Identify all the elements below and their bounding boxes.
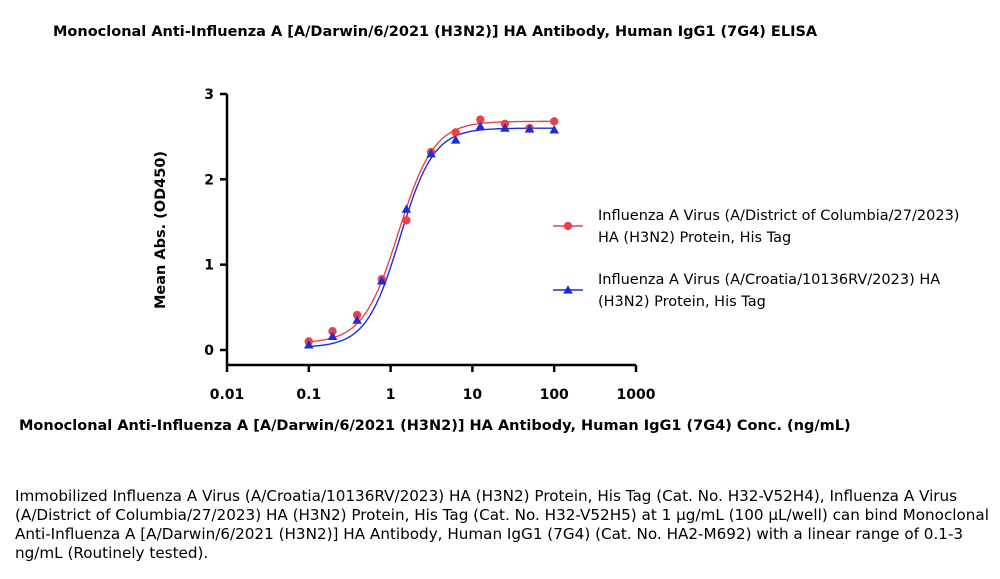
data-point-series-2 (376, 276, 387, 285)
legend-label: Influenza A Virus (A/District of Columbi… (598, 208, 959, 224)
legend-triangle-marker-icon (563, 285, 573, 294)
y-tick-label: 1 (204, 258, 214, 274)
data-point-series-1 (550, 117, 559, 126)
x-tick-label: 1000 (617, 387, 656, 403)
data-point-series-1 (476, 115, 485, 124)
chart-title: Monoclonal Anti-Influenza A [A/Darwin/6/… (53, 24, 818, 40)
fit-curve-series-2 (308, 127, 555, 348)
x-axis-label: Monoclonal Anti-Influenza A [A/Darwin/6/… (19, 418, 851, 434)
data-point-series-1 (402, 216, 411, 225)
figure-caption: Immobilized Influenza A Virus (A/Croatia… (15, 487, 989, 562)
x-tick-label: 1 (386, 387, 396, 403)
data-point-series-1 (328, 327, 337, 336)
x-tick-label: 10 (463, 387, 483, 403)
legend-entry-2: Influenza A Virus (A/Croatia/10136RV/202… (553, 272, 940, 310)
data-point-series-2 (450, 135, 461, 144)
data-points (304, 115, 559, 349)
legend-label: Influenza A Virus (A/Croatia/10136RV/202… (598, 272, 940, 288)
y-ticks: 0 1 2 3 (204, 87, 227, 359)
data-point-series-2 (352, 315, 362, 324)
legend-label: (H3N2) Protein, His Tag (598, 294, 766, 310)
elisa-chart: Monoclonal Anti-Influenza A [A/Darwin/6/… (19, 24, 959, 434)
data-point-series-2 (524, 124, 535, 133)
legend-label: HA (H3N2) Protein, His Tag (598, 230, 791, 246)
legend-entry-1: Influenza A Virus (A/District of Columbi… (553, 208, 959, 246)
data-point-series-1 (451, 128, 460, 137)
y-tick-label: 3 (204, 87, 214, 103)
data-point-series-2 (327, 331, 338, 340)
data-point-series-1 (352, 310, 362, 320)
legend-circle-marker-icon (563, 221, 573, 231)
data-point-series-2 (500, 123, 510, 132)
data-point-series-2 (426, 148, 436, 158)
data-point-series-2 (475, 121, 486, 131)
data-point-series-2 (549, 125, 559, 134)
y-axis-label: Mean Abs. (OD450) (153, 151, 169, 309)
y-tick-label: 0 (204, 343, 214, 359)
data-point-series-2 (401, 204, 412, 213)
x-tick-label: 0.1 (296, 387, 321, 403)
legend: Influenza A Virus (A/District of Columbi… (553, 208, 959, 310)
x-tick-label: 0.01 (210, 387, 245, 403)
x-ticks: 0.01 0.1 1 10 100 1000 (210, 365, 656, 403)
x-tick-label: 100 (540, 387, 569, 403)
y-tick-label: 2 (204, 172, 214, 188)
data-point-series-2 (304, 340, 314, 349)
plot-area: 0 1 2 3 0.01 0.1 1 10 100 1000 (204, 87, 655, 403)
